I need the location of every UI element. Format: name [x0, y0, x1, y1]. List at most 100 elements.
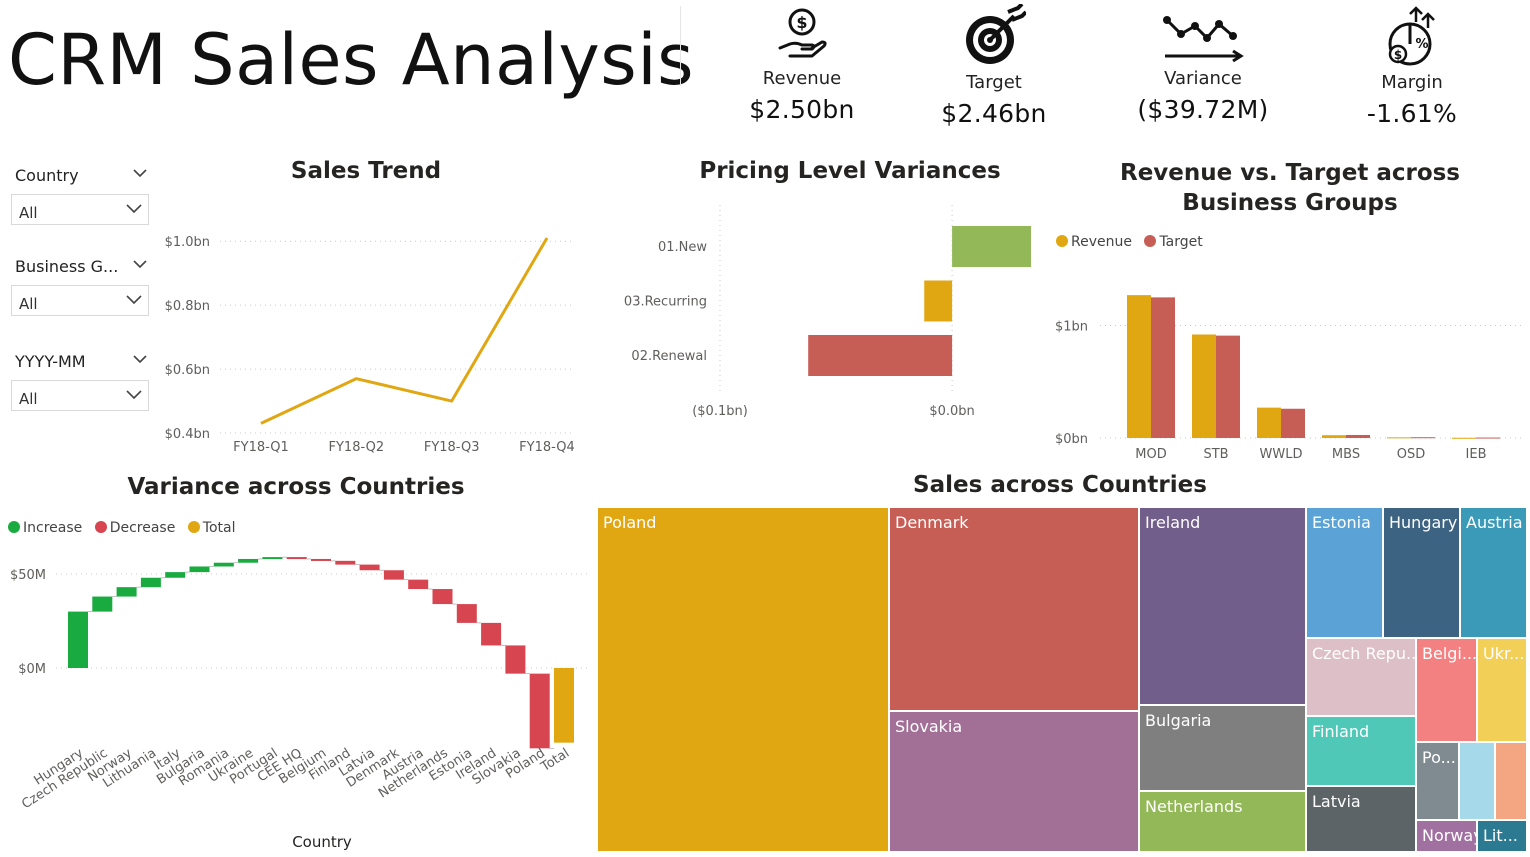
revenue-hand-dollar-icon: $ [778, 8, 827, 58]
revenue-target-chart[interactable]: $0bn $1bn MOD STB WWLD MBS OSD IEB [1050, 258, 1530, 466]
legend-dot [1056, 235, 1068, 247]
treemap-cell-hungary[interactable]: Hungary [1383, 507, 1460, 638]
legend-label: Increase [23, 520, 83, 536]
revenue-target-legend: Revenue Target [1056, 234, 1211, 250]
kpi-margin-value: -1.61% [1366, 99, 1458, 128]
treemap-cell-portugal[interactable]: Po... [1416, 742, 1459, 820]
y-tick-label: $0bn [1055, 432, 1088, 447]
bar-01-new [952, 226, 1031, 267]
x-tick-label: MBS [1332, 447, 1360, 462]
bar-estonia [456, 604, 477, 623]
kpi-variance-label: Variance [1164, 68, 1242, 89]
svg-text:$: $ [1394, 48, 1402, 62]
bar-osd-target [1411, 437, 1435, 439]
treemap-cell-poland[interactable]: Poland [597, 507, 889, 852]
y-tick-label: $0.8bn [165, 299, 210, 314]
treemap-cell-netherlands[interactable]: Netherlands [1139, 791, 1306, 852]
sales-trend-chart[interactable]: $0.4bn $0.6bn $0.8bn $1.0bn FY18-Q1 FY18-Q2 FY… [160, 218, 590, 458]
treemap-cell-denmark[interactable]: Denmark [889, 507, 1139, 711]
chevron-down-icon[interactable] [133, 260, 147, 269]
revenue-target-title: Revenue vs. Target across Business Group… [1119, 160, 1460, 216]
slicer-business-group-header[interactable]: Business G... [15, 257, 149, 279]
slicer-country-header[interactable]: Country [15, 166, 149, 188]
kpi-target-label: Target [966, 72, 1022, 93]
chevron-down-icon[interactable] [126, 204, 142, 214]
x-tick-label: MOD [1135, 447, 1166, 462]
bar-bulgaria [189, 566, 210, 573]
bar-stb-revenue [1192, 334, 1216, 438]
treemap-cell-belgium[interactable]: Belgi... [1416, 638, 1477, 742]
treemap-cell-ireland[interactable]: Ireland [1139, 507, 1306, 705]
treemap-cell-slovakia[interactable]: Slovakia [889, 711, 1139, 852]
x-tick-label: FY18-Q4 [519, 440, 575, 455]
variance-countries-legend: Increase Decrease Total [8, 520, 244, 536]
y-tick-label: $1bn [1055, 320, 1088, 335]
bar-portugal [262, 557, 283, 560]
bar-osd-revenue [1387, 437, 1411, 439]
kpi-target: Target $2.46bn [899, 4, 1089, 128]
bar-belgium [311, 558, 331, 561]
x-tick-label: WWLD [1260, 447, 1303, 462]
y-tick-label: $0M [18, 662, 46, 677]
y-category-label: 03.Recurring [624, 295, 707, 310]
x-tick-label: OSD [1397, 447, 1426, 462]
y-tick-label: $50M [10, 568, 46, 583]
legend-item-decrease[interactable]: Decrease [94, 520, 175, 536]
chevron-down-icon[interactable] [126, 295, 142, 305]
legend-dot [94, 521, 107, 533]
bar-ukraine [238, 558, 259, 563]
kpi-margin-label: Margin [1381, 72, 1443, 93]
chevron-down-icon[interactable] [133, 355, 147, 364]
legend-item-increase[interactable]: Increase [8, 520, 82, 536]
treemap-cell-bulgaria[interactable]: Bulgaria [1139, 705, 1306, 791]
treemap-cell-finland[interactable]: Finland [1306, 716, 1416, 786]
y-tick-label: $0.6bn [165, 363, 210, 378]
bar-hungary [68, 611, 88, 668]
y-category-label: 01.New [658, 240, 707, 255]
treemap-cell-estonia[interactable]: Estonia [1306, 507, 1383, 638]
legend-item-target[interactable]: Target [1144, 234, 1203, 250]
legend-item-revenue[interactable]: Revenue [1056, 234, 1132, 250]
sales-trend-title: Sales Trend [290, 158, 442, 184]
kpi-target-value: $2.46bn [941, 99, 1047, 128]
treemap-cell-latvia[interactable]: Latvia [1306, 786, 1416, 852]
bar-czech-republic [92, 596, 113, 612]
bar-cee-hq [286, 557, 307, 560]
bar-denmark [383, 570, 404, 580]
chevron-down-icon[interactable] [133, 169, 147, 178]
chevron-down-icon[interactable] [126, 390, 142, 400]
slicer-country-label: Country [15, 166, 79, 185]
bar-austria [408, 579, 429, 590]
sales-countries-treemap[interactable]: Poland Denmark Slovakia Ireland Bulgaria Neth… [597, 507, 1527, 852]
bar-mod-revenue [1127, 295, 1151, 438]
kpi-revenue-value: $2.50bn [749, 95, 855, 124]
pricing-variance-chart[interactable]: ($0.1bn) $0.0bn 01.New 03.Recurring 02.Renew… [610, 200, 1050, 430]
treemap-cell-austria[interactable]: Austria [1460, 507, 1527, 638]
slicer-business-group-dropdown[interactable]: All [11, 285, 149, 316]
legend-item-total[interactable]: Total [187, 520, 236, 536]
slicer-month-dropdown[interactable]: All [11, 380, 149, 411]
slicer-country-dropdown[interactable]: All [11, 194, 149, 225]
treemap-title: Sales across Countries [913, 472, 1207, 498]
bar-mod-target [1151, 297, 1175, 438]
y-category-label: 02.Renewal [631, 349, 707, 364]
bar-mbs-target [1346, 434, 1370, 438]
bar-02-renewal [808, 335, 953, 376]
treemap-cell-unlabeled[interactable] [1459, 742, 1495, 820]
treemap-cell-ukraine[interactable]: Ukr... [1477, 638, 1527, 742]
slicer-month-header[interactable]: YYYY-MM [15, 352, 149, 374]
treemap-cell-norway[interactable]: Norway [1416, 820, 1477, 852]
bar-latvia [359, 564, 380, 571]
slicer-month-value: All [19, 390, 38, 408]
svg-text:$: $ [796, 13, 807, 32]
bar-lithuania [140, 577, 161, 588]
x-tick-label: FY18-Q2 [329, 440, 385, 455]
slicer-country-value: All [19, 204, 38, 222]
treemap-cell-unlabeled[interactable] [1495, 742, 1527, 820]
x-tick-label: FY18-Q1 [233, 440, 289, 455]
treemap-cell-czech-republic[interactable]: Czech Repu... [1306, 638, 1416, 716]
x-tick-label: IEB [1466, 447, 1487, 462]
treemap-cell-lithuania[interactable]: Lit... [1477, 820, 1527, 852]
bar-norway [116, 587, 137, 597]
